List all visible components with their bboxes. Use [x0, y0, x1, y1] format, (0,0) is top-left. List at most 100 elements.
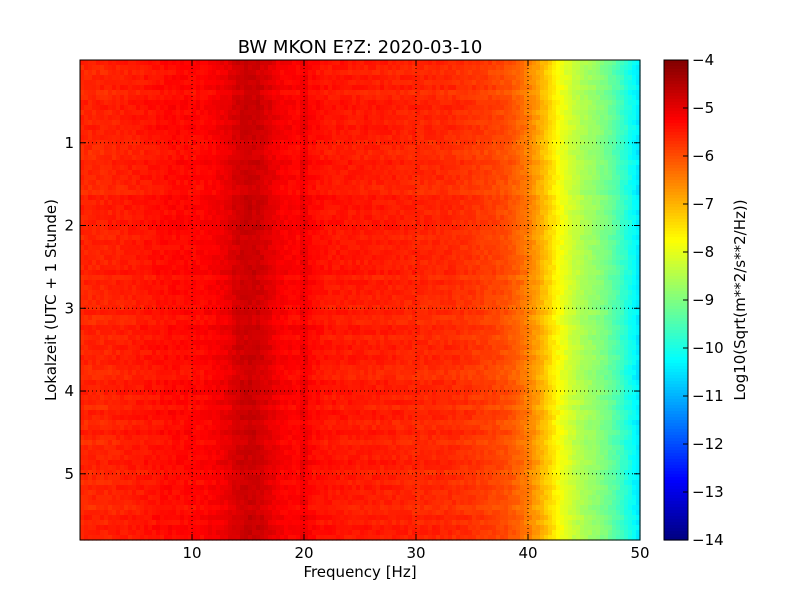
heatmap-cell [520, 115, 525, 121]
heatmap-cell [148, 105, 153, 111]
heatmap-cell [456, 160, 461, 166]
heatmap-cell [636, 225, 641, 231]
heatmap-cell [148, 200, 153, 206]
heatmap-cell [552, 140, 557, 146]
heatmap-cell [608, 190, 613, 196]
heatmap-cell [256, 150, 261, 156]
heatmap-cell [224, 215, 229, 221]
heatmap-cell [580, 105, 585, 111]
heatmap-cell [100, 85, 105, 91]
heatmap-cell [600, 225, 605, 231]
heatmap-cell [628, 95, 633, 101]
heatmap-cell [188, 235, 193, 241]
heatmap-cell [180, 165, 185, 171]
heatmap-cell [300, 205, 305, 211]
heatmap-cell [224, 95, 229, 101]
heatmap-cell [124, 75, 129, 81]
heatmap-cell [276, 145, 281, 151]
heatmap-cell [488, 180, 493, 186]
heatmap-cell [428, 190, 433, 196]
heatmap-cell [600, 220, 605, 226]
heatmap-cell [588, 85, 593, 91]
heatmap-cell [616, 75, 621, 81]
heatmap-cell [524, 195, 529, 201]
heatmap-cell [168, 145, 173, 151]
heatmap-cell [132, 70, 137, 76]
heatmap-cell [264, 220, 269, 226]
heatmap-cell [444, 170, 449, 176]
heatmap-cell [96, 125, 101, 131]
heatmap-cell [568, 165, 573, 171]
heatmap-cell [412, 65, 417, 71]
heatmap-cell [260, 60, 265, 66]
heatmap-cell [568, 185, 573, 191]
heatmap-cell [120, 225, 125, 231]
heatmap-cell [448, 160, 453, 166]
heatmap-cell [416, 125, 421, 131]
heatmap-cell [624, 185, 629, 191]
heatmap-cell [608, 215, 613, 221]
heatmap-cell [520, 230, 525, 236]
heatmap-cell [88, 170, 93, 176]
heatmap-cell [216, 165, 221, 171]
heatmap-cell [592, 80, 597, 86]
heatmap-cell [168, 90, 173, 96]
heatmap-cell [364, 145, 369, 151]
heatmap-cell [168, 165, 173, 171]
heatmap-cell [228, 100, 233, 106]
heatmap-cell [528, 195, 533, 201]
heatmap-cell [112, 90, 117, 96]
heatmap-cell [532, 60, 537, 66]
heatmap-cell [124, 230, 129, 236]
heatmap-cell [572, 130, 577, 136]
heatmap-cell [96, 80, 101, 86]
heatmap-cell [96, 65, 101, 71]
heatmap-cell [516, 180, 521, 186]
heatmap-cell [176, 90, 181, 96]
heatmap-cell [288, 235, 293, 241]
heatmap-cell [404, 95, 409, 101]
heatmap-cell [324, 170, 329, 176]
heatmap-cell [428, 195, 433, 201]
heatmap-cell [208, 80, 213, 86]
heatmap-cell [232, 155, 237, 161]
heatmap-cell [396, 235, 401, 241]
heatmap-cell [80, 155, 85, 161]
heatmap-cell [312, 120, 317, 126]
heatmap-cell [628, 130, 633, 136]
heatmap-cell [608, 110, 613, 116]
heatmap-cell [504, 190, 509, 196]
heatmap-cell [544, 205, 549, 211]
heatmap-cell [344, 155, 349, 161]
heatmap-cell [228, 220, 233, 226]
heatmap-cell [416, 85, 421, 91]
heatmap-cell [476, 140, 481, 146]
heatmap-cell [292, 175, 297, 181]
heatmap-cell [352, 60, 357, 66]
heatmap-cell [564, 200, 569, 206]
heatmap-cell [400, 105, 405, 111]
heatmap-cell [608, 160, 613, 166]
heatmap-cell [448, 235, 453, 241]
heatmap-cell [288, 195, 293, 201]
heatmap-cell [340, 190, 345, 196]
heatmap-cell [252, 190, 257, 196]
heatmap-cell [160, 220, 165, 226]
heatmap-cell [160, 180, 165, 186]
heatmap-cell [184, 75, 189, 81]
heatmap-cell [300, 175, 305, 181]
heatmap-cell [512, 100, 517, 106]
heatmap-cell [516, 130, 521, 136]
heatmap-cell [524, 225, 529, 231]
heatmap-cell [132, 215, 137, 221]
heatmap-cell [104, 165, 109, 171]
heatmap-cell [556, 90, 561, 96]
heatmap-cell [84, 190, 89, 196]
heatmap-cell [164, 220, 169, 226]
heatmap-cell [416, 235, 421, 241]
heatmap-cell [148, 170, 153, 176]
heatmap-cell [628, 220, 633, 226]
heatmap-cell [420, 185, 425, 191]
heatmap-cell [276, 65, 281, 71]
heatmap-cell [324, 205, 329, 211]
